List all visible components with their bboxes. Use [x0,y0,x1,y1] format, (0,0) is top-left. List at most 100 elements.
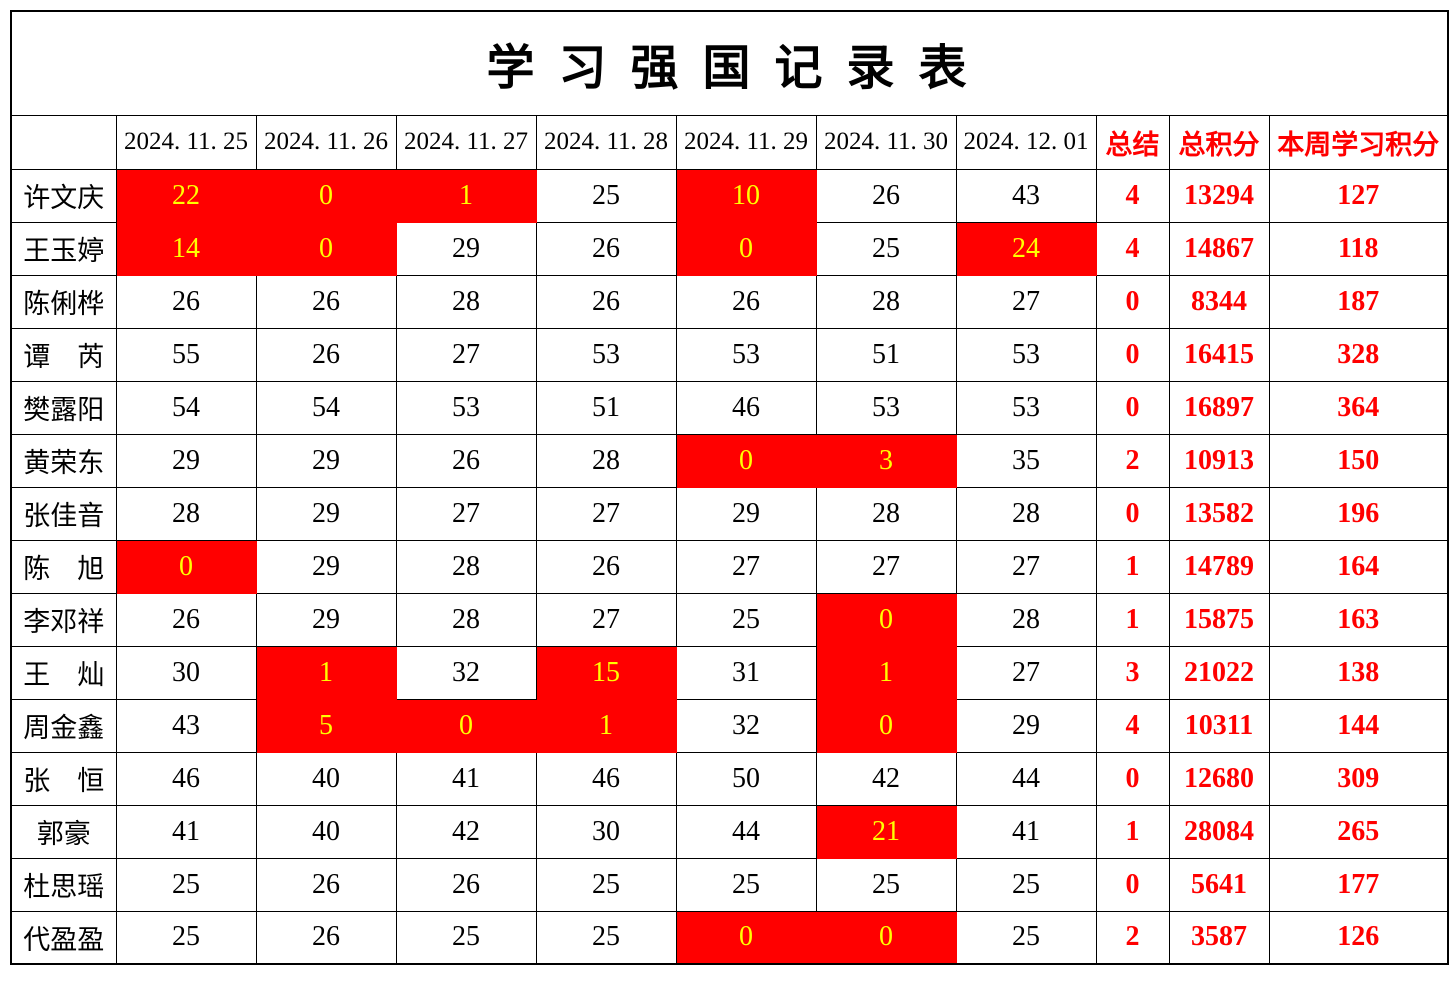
table-row: 陈 旭 0 29 28 26 27 27 27 1 14789 164 [10,539,1449,594]
total-points-cell: 3587 [1168,910,1270,965]
total-points-cell: 15875 [1168,592,1270,647]
day-score-cell: 26 [115,592,257,647]
summary-count-cell: 0 [1095,380,1170,435]
day-score-cell: 27 [815,539,957,594]
summary-count-cell: 4 [1095,221,1170,276]
day-score-cell: 26 [255,910,397,965]
day-score-cell: 25 [675,592,817,647]
total-points-cell: 16897 [1168,380,1270,435]
day-score-cell: 0 [255,168,397,223]
summary-count-cell: 3 [1095,645,1170,700]
student-name: 杜思瑶 [10,857,117,912]
week-points-cell: 177 [1268,857,1449,912]
column-header-date-3: 2024. 11. 27 [395,114,537,170]
day-score-cell: 25 [535,168,677,223]
day-score-cell: 25 [115,910,257,965]
day-score-cell: 0 [115,539,257,594]
day-score-cell: 26 [815,168,957,223]
week-points-cell: 196 [1268,486,1449,541]
week-points-cell: 265 [1268,804,1449,859]
week-points-cell: 364 [1268,380,1449,435]
student-name: 王玉婷 [10,221,117,276]
day-score-cell: 26 [395,857,537,912]
table-row: 张 恒 46 40 41 46 50 42 44 0 12680 309 [10,751,1449,806]
day-score-cell: 40 [255,751,397,806]
page-title: 学 习 强 国 记 录 表 [10,10,1449,116]
summary-count-cell: 2 [1095,433,1170,488]
week-points-cell: 163 [1268,592,1449,647]
day-score-cell: 41 [115,804,257,859]
summary-count-cell: 4 [1095,698,1170,753]
day-score-cell: 0 [675,433,817,488]
week-points-cell: 164 [1268,539,1449,594]
day-score-cell: 28 [395,539,537,594]
student-name: 黄荣东 [10,433,117,488]
column-header-date-4: 2024. 11. 28 [535,114,677,170]
day-score-cell: 22 [115,168,257,223]
day-score-cell: 26 [395,433,537,488]
summary-count-cell: 0 [1095,486,1170,541]
student-name: 樊露阳 [10,380,117,435]
day-score-cell: 35 [955,433,1097,488]
day-score-cell: 25 [815,857,957,912]
day-score-cell: 53 [955,380,1097,435]
day-score-cell: 0 [815,910,957,965]
total-points-cell: 10311 [1168,698,1270,753]
day-score-cell: 27 [675,539,817,594]
table-row: 黄荣东 29 29 26 28 0 3 35 2 10913 150 [10,433,1449,488]
day-score-cell: 41 [955,804,1097,859]
week-points-cell: 144 [1268,698,1449,753]
day-score-cell: 25 [815,221,957,276]
total-points-cell: 21022 [1168,645,1270,700]
day-score-cell: 46 [535,751,677,806]
table-row: 代盈盈 25 26 25 25 0 0 25 2 3587 126 [10,910,1449,965]
day-score-cell: 51 [815,327,957,382]
week-points-cell: 126 [1268,910,1449,965]
total-points-cell: 13582 [1168,486,1270,541]
day-score-cell: 44 [955,751,1097,806]
day-score-cell: 27 [395,327,537,382]
day-score-cell: 3 [815,433,957,488]
summary-count-cell: 1 [1095,592,1170,647]
day-score-cell: 28 [955,592,1097,647]
day-score-cell: 25 [395,910,537,965]
day-score-cell: 27 [955,274,1097,329]
total-points-cell: 28084 [1168,804,1270,859]
day-score-cell: 0 [675,221,817,276]
day-score-cell: 26 [255,857,397,912]
day-score-cell: 43 [955,168,1097,223]
table-row: 杜思瑶 25 26 26 25 25 25 25 0 5641 177 [10,857,1449,912]
table-row: 王玉婷 14 0 29 26 0 25 24 4 14867 118 [10,221,1449,276]
day-score-cell: 0 [395,698,537,753]
student-name: 陈俐桦 [10,274,117,329]
table-row: 陈俐桦 26 26 28 26 26 28 27 0 8344 187 [10,274,1449,329]
day-score-cell: 28 [955,486,1097,541]
day-score-cell: 51 [535,380,677,435]
day-score-cell: 53 [955,327,1097,382]
table-row: 樊露阳 54 54 53 51 46 53 53 0 16897 364 [10,380,1449,435]
total-points-cell: 14789 [1168,539,1270,594]
day-score-cell: 1 [395,168,537,223]
column-header-week-points: 本周学习积分 [1268,114,1449,170]
table-row: 周金鑫 43 5 0 1 32 0 29 4 10311 144 [10,698,1449,753]
total-points-cell: 10913 [1168,433,1270,488]
day-score-cell: 55 [115,327,257,382]
day-score-cell: 31 [675,645,817,700]
table-row: 王 灿 30 1 32 15 31 1 27 3 21022 138 [10,645,1449,700]
total-points-cell: 12680 [1168,751,1270,806]
total-points-cell: 13294 [1168,168,1270,223]
column-header-date-1: 2024. 11. 25 [115,114,257,170]
day-score-cell: 42 [815,751,957,806]
summary-count-cell: 0 [1095,857,1170,912]
header-row: 2024. 11. 25 2024. 11. 26 2024. 11. 27 2024… [10,114,1449,170]
student-name: 谭 芮 [10,327,117,382]
day-score-cell: 25 [955,910,1097,965]
student-name: 张佳音 [10,486,117,541]
student-name: 王 灿 [10,645,117,700]
day-score-cell: 0 [815,698,957,753]
column-header-total-points: 总积分 [1168,114,1270,170]
day-score-cell: 54 [115,380,257,435]
day-score-cell: 43 [115,698,257,753]
day-score-cell: 41 [395,751,537,806]
day-score-cell: 26 [115,274,257,329]
